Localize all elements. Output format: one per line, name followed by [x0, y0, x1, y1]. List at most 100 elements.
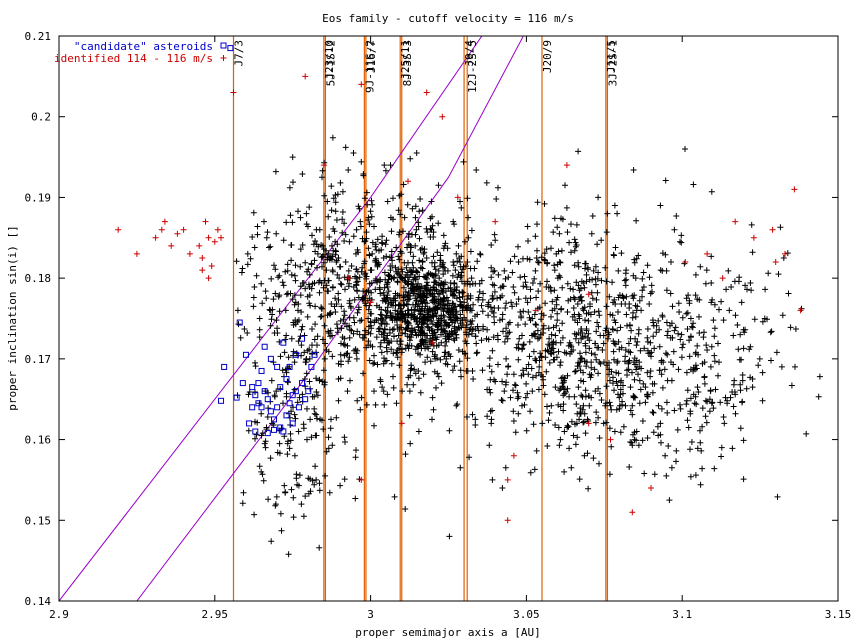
- family-point: [551, 287, 558, 294]
- family-point: [443, 294, 450, 301]
- family-point: [491, 305, 498, 311]
- family-point: [617, 324, 624, 331]
- family-point: [537, 280, 544, 287]
- family-point: [488, 274, 495, 281]
- family-point: [323, 267, 330, 274]
- y-axis-label: proper inclination sin(i) []: [6, 225, 19, 410]
- candidate-point: [227, 45, 234, 52]
- family-point: [585, 330, 592, 337]
- family-point: [454, 326, 461, 333]
- family-point: [320, 259, 327, 266]
- family-point: [523, 427, 530, 434]
- family-point: [613, 406, 620, 413]
- family-point: [311, 405, 318, 412]
- family-point: [625, 348, 632, 355]
- family-point: [327, 311, 334, 318]
- family-point: [499, 292, 506, 299]
- family-point: [237, 334, 244, 341]
- family-point: [577, 377, 584, 384]
- family-point: [575, 263, 582, 270]
- family-point: [535, 259, 542, 266]
- family-point: [692, 366, 698, 373]
- family-point: [580, 369, 587, 376]
- family-point: [486, 442, 493, 449]
- family-point: [530, 330, 537, 337]
- family-point: [600, 420, 607, 427]
- family-point: [456, 255, 463, 261]
- family-point: [308, 260, 315, 267]
- family-point: [295, 208, 301, 215]
- family-point: [703, 342, 710, 349]
- family-point: [453, 331, 459, 338]
- family-point: [703, 419, 710, 426]
- family-point: [696, 313, 702, 320]
- identified-point: [199, 255, 206, 261]
- family-point: [358, 158, 365, 165]
- family-point: [313, 375, 320, 382]
- family-point: [404, 307, 411, 314]
- family-point: [319, 305, 325, 312]
- family-point: [244, 330, 251, 336]
- identified-point: [199, 267, 206, 274]
- family-point: [583, 327, 590, 334]
- family-point: [429, 297, 436, 304]
- family-point: [363, 189, 370, 196]
- family-point: [655, 402, 662, 409]
- resonance-label: J16/7: [365, 40, 378, 73]
- family-point: [553, 322, 560, 329]
- family-point: [564, 309, 571, 315]
- family-point: [646, 301, 653, 307]
- family-point: [574, 434, 581, 441]
- family-point: [341, 238, 348, 244]
- family-point: [292, 277, 299, 284]
- family-point: [589, 295, 596, 302]
- family-point: [534, 335, 541, 342]
- family-point: [410, 264, 417, 271]
- family-point: [350, 314, 357, 321]
- family-point: [404, 342, 411, 349]
- family-point: [406, 334, 413, 341]
- family-point: [663, 472, 670, 479]
- family-point: [345, 267, 352, 274]
- family-point: [734, 322, 741, 328]
- family-point: [328, 301, 335, 307]
- family-point: [640, 269, 647, 276]
- family-point: [655, 317, 662, 324]
- family-point: [505, 363, 511, 370]
- family-point: [627, 384, 634, 391]
- family-point: [626, 322, 633, 328]
- family-point: [515, 410, 522, 417]
- family-point: [561, 468, 568, 475]
- family-point: [368, 197, 375, 204]
- family-point: [430, 253, 437, 260]
- family-point: [390, 195, 396, 202]
- family-point: [311, 257, 318, 264]
- identified-point: [208, 263, 215, 269]
- family-point: [342, 320, 348, 327]
- identified-point: [585, 420, 592, 427]
- family-point: [715, 340, 721, 347]
- family-point: [267, 455, 274, 462]
- family-point: [384, 284, 391, 290]
- family-point: [586, 393, 592, 399]
- family-point: [585, 485, 592, 492]
- family-point: [319, 167, 326, 174]
- family-point: [405, 230, 412, 237]
- family-point: [354, 397, 361, 404]
- identified-point: [230, 89, 237, 96]
- family-point: [378, 312, 385, 319]
- family-point: [740, 437, 747, 444]
- family-point: [369, 239, 376, 246]
- family-point: [323, 347, 330, 353]
- family-point: [402, 451, 409, 458]
- family-point: [465, 292, 472, 299]
- family-point: [383, 237, 390, 244]
- family-point: [582, 260, 588, 267]
- family-point: [546, 359, 553, 366]
- family-point: [407, 292, 414, 299]
- family-point: [472, 416, 479, 423]
- family-point: [258, 280, 265, 287]
- family-point: [404, 381, 411, 388]
- family-point: [433, 280, 440, 286]
